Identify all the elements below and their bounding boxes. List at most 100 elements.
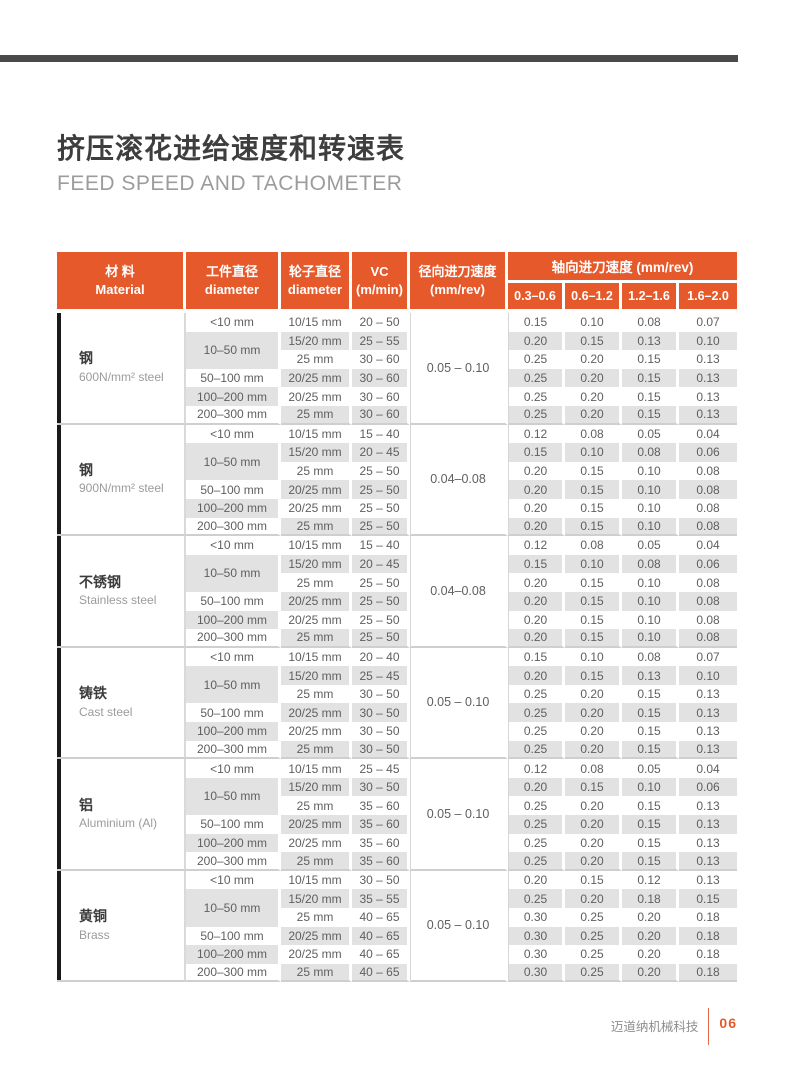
- table-row: 100–200 mm 20/25 mm 30 – 50 0.25 0.20 0.15 0.1…: [57, 722, 738, 741]
- header-material-zh: 材 料: [105, 263, 135, 279]
- wheel-cell: 25 mm: [281, 963, 352, 983]
- table-row: 200–300 mm 25 mm 40 – 65 0.30 0.25 0.20 0.18: [57, 963, 738, 983]
- axial-feed-cell: 0.10: [679, 666, 738, 685]
- table-row: 200–300 mm 25 mm 30 – 60 0.25 0.20 0.15 0.13: [57, 405, 738, 425]
- axial-feed-cell: 0.08: [622, 647, 679, 667]
- material-cell: 黄铜 Brass: [57, 870, 186, 983]
- table-row: 黄铜 Brass <10 mm 10/15 mm 30 – 50 0.05 – 0.10 0…: [57, 870, 738, 983]
- axial-feed-cell: 0.20: [508, 517, 565, 537]
- material-name-zh: 钢: [79, 350, 93, 367]
- axial-feed-cell: 0.15: [622, 833, 679, 853]
- header-material: 材 料 Material: [57, 252, 186, 313]
- axial-feed-cell: 0.15: [622, 796, 679, 816]
- axial-feed-cell: 0.15: [622, 815, 679, 834]
- wheel-cell: 15/20 mm: [281, 554, 352, 574]
- table-row: 钢 600N/mm² steel <10 mm 10/15 mm 20 – 50 0.05…: [57, 313, 738, 425]
- material-accent-bar: [57, 759, 61, 869]
- vc-cell: 30 – 60: [352, 387, 410, 406]
- axial-feed-cell: 0.13: [679, 815, 738, 834]
- vc-cell: 30 – 50: [352, 870, 410, 890]
- title-block: 挤压滚花进给速度和转速表 FEED SPEED AND TACHOMETER: [57, 132, 405, 196]
- vc-cell: 40 – 65: [352, 926, 410, 946]
- axial-feed-cell: 0.25: [508, 740, 565, 760]
- axial-feed-cell: 0.20: [508, 610, 565, 630]
- header-axial-range-2: 0.6–1.2: [565, 283, 622, 313]
- vc-cell: 35 – 60: [352, 815, 410, 834]
- material-cell: 钢 900N/mm² steel: [57, 424, 186, 537]
- top-divider-bar: [0, 55, 738, 62]
- material-cell: 钢 600N/mm² steel: [57, 313, 186, 425]
- vc-cell: 15 – 40: [352, 536, 410, 555]
- header-axial-range-1: 0.3–0.6: [508, 283, 565, 313]
- vc-cell: 25 – 50: [352, 461, 410, 481]
- axial-feed-cell: 0.18: [679, 945, 738, 964]
- radial-feed-cell: 0.04–0.08: [410, 424, 508, 537]
- wheel-cell: 20/25 mm: [281, 387, 352, 406]
- table-row: 25 mm 30 – 50 0.25 0.20 0.15 0.13: [57, 684, 738, 704]
- workpiece-cell: 100–200 mm: [186, 610, 281, 630]
- wheel-cell: 10/15 mm: [281, 536, 352, 555]
- axial-feed-cell: 0.18: [679, 926, 738, 946]
- material-accent-bar: [57, 647, 61, 758]
- workpiece-cell: 200–300 mm: [186, 517, 281, 537]
- vc-cell: 30 – 60: [352, 405, 410, 425]
- wheel-cell: 20/25 mm: [281, 591, 352, 611]
- axial-feed-cell: 0.25: [508, 852, 565, 871]
- header-radial-line2: (mm/rev): [430, 281, 485, 297]
- vc-cell: 25 – 50: [352, 517, 410, 537]
- wheel-cell: 15/20 mm: [281, 777, 352, 797]
- axial-feed-cell: 0.20: [565, 368, 622, 388]
- axial-feed-cell: 0.20: [565, 740, 622, 760]
- workpiece-cell: 10–50 mm: [186, 331, 281, 369]
- wheel-cell: 25 mm: [281, 796, 352, 816]
- vc-cell: 25 – 50: [352, 629, 410, 648]
- radial-feed-cell: 0.05 – 0.10: [410, 647, 508, 760]
- vc-cell: 20 – 45: [352, 443, 410, 462]
- axial-feed-cell: 0.25: [508, 405, 565, 425]
- vc-cell: 40 – 65: [352, 945, 410, 964]
- axial-feed-cell: 0.20: [565, 852, 622, 871]
- table-row: 25 mm 25 – 50 0.20 0.15 0.10 0.08: [57, 461, 738, 481]
- axial-feed-cell: 0.20: [508, 331, 565, 351]
- axial-feed-cell: 0.13: [679, 796, 738, 816]
- axial-feed-cell: 0.20: [565, 405, 622, 425]
- axial-feed-cell: 0.15: [565, 331, 622, 351]
- axial-feed-cell: 0.20: [508, 480, 565, 499]
- axial-feed-cell: 0.25: [565, 908, 622, 927]
- axial-feed-cell: 0.13: [679, 405, 738, 425]
- axial-feed-cell: 0.08: [679, 591, 738, 611]
- wheel-cell: 15/20 mm: [281, 443, 352, 462]
- axial-feed-cell: 0.18: [679, 908, 738, 927]
- axial-feed-cell: 0.07: [679, 313, 738, 332]
- table-row: 10–50 mm 15/20 mm 25 – 55 0.20 0.15 0.13 0.10: [57, 331, 738, 369]
- axial-feed-cell: 0.15: [622, 722, 679, 741]
- material-name-en: Brass: [79, 927, 110, 942]
- axial-feed-cell: 0.10: [565, 647, 622, 667]
- axial-feed-cell: 0.15: [565, 666, 622, 685]
- axial-feed-cell: 0.06: [679, 554, 738, 574]
- axial-feed-cell: 0.08: [679, 480, 738, 499]
- material-accent-bar: [57, 424, 61, 535]
- axial-feed-cell: 0.08: [679, 517, 738, 537]
- radial-feed-cell: 0.05 – 0.10: [410, 759, 508, 871]
- axial-feed-cell: 0.18: [679, 963, 738, 983]
- vc-cell: 35 – 55: [352, 889, 410, 908]
- workpiece-cell: 200–300 mm: [186, 740, 281, 760]
- axial-feed-cell: 0.10: [622, 517, 679, 537]
- vc-cell: 25 – 50: [352, 498, 410, 518]
- vc-cell: 25 – 45: [352, 759, 410, 778]
- axial-feed-cell: 0.15: [565, 461, 622, 481]
- material-name-zh: 钢: [79, 462, 93, 479]
- axial-feed-cell: 0.13: [622, 666, 679, 685]
- wheel-cell: 25 mm: [281, 684, 352, 704]
- footer-page-number: 06: [719, 1015, 737, 1031]
- axial-feed-cell: 0.04: [679, 536, 738, 555]
- wheel-cell: 20/25 mm: [281, 498, 352, 518]
- axial-feed-cell: 0.20: [565, 833, 622, 853]
- axial-feed-cell: 0.10: [622, 777, 679, 797]
- workpiece-cell: 200–300 mm: [186, 852, 281, 871]
- axial-feed-cell: 0.04: [679, 759, 738, 778]
- axial-feed-cell: 0.15: [679, 889, 738, 908]
- material-accent-bar: [57, 870, 61, 981]
